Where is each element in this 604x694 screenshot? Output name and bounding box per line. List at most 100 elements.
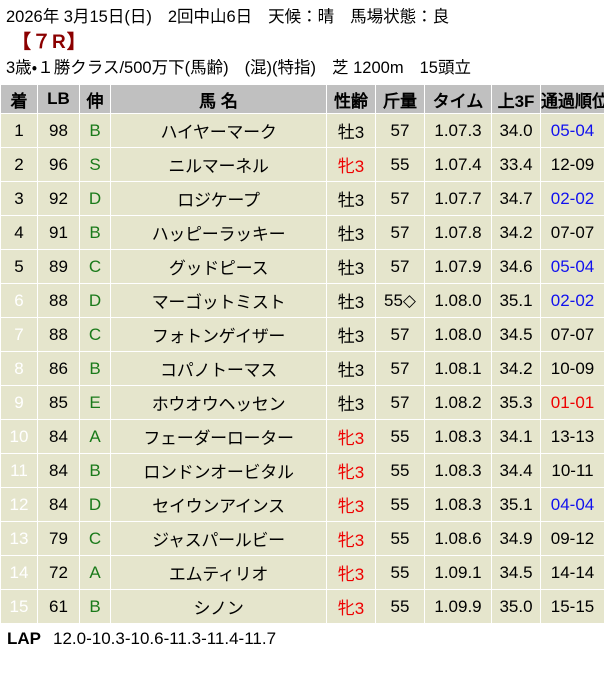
cell-rank: 8 <box>1 352 37 385</box>
cell-horse-name[interactable]: ロンドンオービタル <box>111 454 326 487</box>
cell-last3f: 34.6 <box>492 250 540 283</box>
cell-horse-name[interactable]: エムティリオ <box>111 556 326 589</box>
table-row[interactable]: 12 84 D セイウンアインス 牝3 55 1.08.3 35.1 04-04 <box>1 488 604 521</box>
cell-horse-name[interactable]: フェーダーローター <box>111 420 326 453</box>
cell-last3f: 34.2 <box>492 216 540 249</box>
cell-horse-name[interactable]: シノン <box>111 590 326 623</box>
cell-weight: 57 <box>376 114 424 147</box>
table-row[interactable]: 6 88 D マーゴットミスト 牡3 55◇ 1.08.0 35.1 02-02 <box>1 284 604 317</box>
cell-sex-age: 牝3 <box>327 590 375 623</box>
cell-time: 1.08.3 <box>425 420 491 453</box>
cell-nobi: B <box>80 590 110 623</box>
cell-lb: 84 <box>38 420 79 453</box>
cell-rank: 6 <box>1 284 37 317</box>
cell-horse-name[interactable]: ロジケープ <box>111 182 326 215</box>
race-number-heading: 【７R】 <box>6 29 598 56</box>
table-row[interactable]: 13 79 C ジャスパールビー 牝3 55 1.08.6 34.9 09-12 <box>1 522 604 555</box>
cell-lb: 91 <box>38 216 79 249</box>
cell-weight: 57 <box>376 386 424 419</box>
cell-passing: 02-02 <box>541 284 604 317</box>
cell-lb: 98 <box>38 114 79 147</box>
table-row[interactable]: 7 88 C フォトンゲイザー 牡3 57 1.08.0 34.5 07-07 <box>1 318 604 351</box>
cell-sex-age: 牡3 <box>327 352 375 385</box>
column-header-lb[interactable]: LB <box>38 85 79 113</box>
cell-time: 1.07.8 <box>425 216 491 249</box>
cell-time: 1.08.3 <box>425 488 491 521</box>
cell-last3f: 35.1 <box>492 488 540 521</box>
cell-horse-name[interactable]: ハッピーラッキー <box>111 216 326 249</box>
cell-sex-age: 牡3 <box>327 386 375 419</box>
cell-last3f: 34.4 <box>492 454 540 487</box>
cell-weight: 57 <box>376 250 424 283</box>
cell-horse-name[interactable]: ニルマーネル <box>111 148 326 181</box>
cell-lb: 72 <box>38 556 79 589</box>
table-row[interactable]: 15 61 B シノン 牝3 55 1.09.9 35.0 15-15 <box>1 590 604 623</box>
race-track-condition: 馬場状態：良 <box>350 8 450 26</box>
column-header-last3f[interactable]: 上3F <box>492 85 540 113</box>
table-row[interactable]: 3 92 D ロジケープ 牡3 57 1.07.7 34.7 02-02 <box>1 182 604 215</box>
cell-weight: 55◇ <box>376 284 424 317</box>
race-meta-header: 2026年 3月15日(日) 2回中山6日 天候：晴 馬場状態：良 【７R】 3歳・１… <box>0 0 604 81</box>
cell-sex-age: 牝3 <box>327 556 375 589</box>
cell-nobi: C <box>80 522 110 555</box>
cell-weight: 55 <box>376 454 424 487</box>
race-restrictions: (混)(特指) <box>244 59 317 77</box>
cell-sex-age: 牡3 <box>327 182 375 215</box>
cell-rank: 3 <box>1 182 37 215</box>
column-header-weight[interactable]: 斤量 <box>376 85 424 113</box>
cell-horse-name[interactable]: グッドピース <box>111 250 326 283</box>
table-row[interactable]: 14 72 A エムティリオ 牝3 55 1.09.1 34.5 14-14 <box>1 556 604 589</box>
cell-time: 1.07.9 <box>425 250 491 283</box>
cell-weight: 57 <box>376 216 424 249</box>
cell-last3f: 34.7 <box>492 182 540 215</box>
race-meta-line-date: 2026年 3月15日(日) 2回中山6日 天候：晴 馬場状態：良 <box>6 5 598 29</box>
cell-last3f: 34.0 <box>492 114 540 147</box>
cell-sex-age: 牝3 <box>327 420 375 453</box>
cell-last3f: 35.1 <box>492 284 540 317</box>
cell-rank: 9 <box>1 386 37 419</box>
cell-passing: 10-11 <box>541 454 604 487</box>
cell-horse-name[interactable]: マーゴットミスト <box>111 284 326 317</box>
cell-sex-age: 牡3 <box>327 284 375 317</box>
table-row[interactable]: 4 91 B ハッピーラッキー 牡3 57 1.07.8 34.2 07-07 <box>1 216 604 249</box>
cell-nobi: D <box>80 284 110 317</box>
cell-weight: 55 <box>376 420 424 453</box>
column-header-passing[interactable]: 通過順位 <box>541 85 604 113</box>
cell-horse-name[interactable]: ハイヤーマーク <box>111 114 326 147</box>
cell-nobi: A <box>80 556 110 589</box>
cell-weight: 55 <box>376 522 424 555</box>
table-row[interactable]: 9 85 E ホウオウヘッセン 牡3 57 1.08.2 35.3 01-01 <box>1 386 604 419</box>
column-header-horse-name[interactable]: 馬 名 <box>111 85 326 113</box>
cell-horse-name[interactable]: コパノトーマス <box>111 352 326 385</box>
cell-nobi: D <box>80 182 110 215</box>
cell-time: 1.08.6 <box>425 522 491 555</box>
cell-last3f: 34.1 <box>492 420 540 453</box>
cell-horse-name[interactable]: セイウンアインス <box>111 488 326 521</box>
cell-rank: 15 <box>1 590 37 623</box>
column-header-rank[interactable]: 着 <box>1 85 37 113</box>
column-header-time[interactable]: タイム <box>425 85 491 113</box>
cell-rank: 4 <box>1 216 37 249</box>
table-row[interactable]: 11 84 B ロンドンオービタル 牝3 55 1.08.3 34.4 10-11 <box>1 454 604 487</box>
table-row[interactable]: 5 89 C グッドピース 牡3 57 1.07.9 34.6 05-04 <box>1 250 604 283</box>
column-header-sex-age[interactable]: 性齢 <box>327 85 375 113</box>
cell-time: 1.08.3 <box>425 454 491 487</box>
cell-horse-name[interactable]: ジャスパールビー <box>111 522 326 555</box>
table-row[interactable]: 10 84 A フェーダーローター 牝3 55 1.08.3 34.1 13-13 <box>1 420 604 453</box>
cell-time: 1.08.0 <box>425 284 491 317</box>
cell-horse-name[interactable]: フォトンゲイザー <box>111 318 326 351</box>
table-header-row: 着 LB 伸 馬 名 性齢 斤量 タイム 上3F 通過順位 <box>1 85 604 113</box>
cell-nobi: B <box>80 114 110 147</box>
cell-weight: 55 <box>376 556 424 589</box>
cell-passing: 07-07 <box>541 318 604 351</box>
cell-horse-name[interactable]: ホウオウヘッセン <box>111 386 326 419</box>
cell-rank: 14 <box>1 556 37 589</box>
table-row[interactable]: 2 96 S ニルマーネル 牝3 55 1.07.4 33.4 12-09 <box>1 148 604 181</box>
cell-nobi: C <box>80 250 110 283</box>
column-header-nobi[interactable]: 伸 <box>80 85 110 113</box>
cell-lb: 88 <box>38 318 79 351</box>
cell-nobi: B <box>80 216 110 249</box>
table-row[interactable]: 1 98 B ハイヤーマーク 牡3 57 1.07.3 34.0 05-04 <box>1 114 604 147</box>
table-row[interactable]: 8 86 B コパノトーマス 牡3 57 1.08.1 34.2 10-09 <box>1 352 604 385</box>
cell-last3f: 34.5 <box>492 318 540 351</box>
